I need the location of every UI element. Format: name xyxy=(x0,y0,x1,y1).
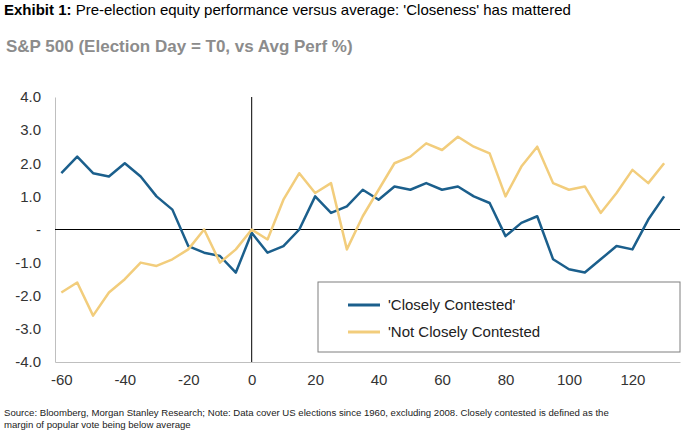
y-tick: - xyxy=(36,221,55,238)
title-part: Exhibit 1: xyxy=(4,1,72,18)
legend: 'Closely Contested' 'Not Closely Conteste… xyxy=(318,282,680,352)
y-tick-label: - xyxy=(36,221,41,238)
y-tick: -2.0 xyxy=(15,287,55,304)
x-tick: 120 xyxy=(620,362,645,388)
legend-box xyxy=(318,282,680,352)
legend-label: 'Not Closely Contested xyxy=(388,323,540,340)
x-tick: 100 xyxy=(557,362,582,388)
source-note: Source: Bloomberg, Morgan Stanley Resear… xyxy=(4,407,609,418)
zero-line xyxy=(55,229,680,230)
y-tick: 2.0 xyxy=(20,155,55,172)
y-axis: 4.0 3.0 2.0 1.0 - -1.0 -2.0 -3.0 -4.0 xyxy=(15,88,55,370)
y-tick-label: 2.0 xyxy=(20,155,41,172)
x-tick: 20 xyxy=(307,362,324,388)
title: Exhibit 1: Pre-election equity performan… xyxy=(4,1,571,18)
legend-label: 'Closely Contested' xyxy=(388,296,516,313)
y-tick: -4.0 xyxy=(15,353,55,370)
x-tick-label: 20 xyxy=(307,371,324,388)
x-tick-label: -40 xyxy=(114,371,136,388)
y-tick: 1.0 xyxy=(20,188,55,205)
x-tick-label: 100 xyxy=(557,371,582,388)
y-tick-label: 4.0 xyxy=(20,88,41,105)
x-axis-line xyxy=(56,362,681,363)
title-part: Pre-election equity performance versus a… xyxy=(72,1,571,18)
y-tick: -1.0 xyxy=(15,254,55,271)
x-tick-label: 40 xyxy=(371,371,388,388)
x-tick: 60 xyxy=(434,362,451,388)
source-note: margin of popular vote being below avera… xyxy=(4,419,191,430)
x-tick-label: 80 xyxy=(498,371,515,388)
chart: Exhibit 1: Pre-election equity performan… xyxy=(0,0,700,436)
y-tick: 3.0 xyxy=(20,121,55,138)
x-tick-label: 60 xyxy=(434,371,451,388)
y-tick-label: 1.0 xyxy=(20,188,41,205)
y-tick-label: -3.0 xyxy=(15,320,41,337)
x-tick: -20 xyxy=(178,362,200,388)
x-tick: 40 xyxy=(371,362,388,388)
legend-swatch xyxy=(348,304,380,307)
x-tick-label: -60 xyxy=(51,371,73,388)
y-tick-label: 3.0 xyxy=(20,121,41,138)
subtitle: S&P 500 (Election Day = T0, vs Avg Perf … xyxy=(6,37,353,56)
x-tick: -60 xyxy=(51,362,73,388)
x-tick-label: 120 xyxy=(620,371,645,388)
legend-swatch xyxy=(348,331,380,334)
y-tick-label: -1.0 xyxy=(15,254,41,271)
x-tick: 0 xyxy=(248,362,256,388)
y-tick-label: -4.0 xyxy=(15,353,41,370)
y-tick-label: -2.0 xyxy=(15,287,41,304)
x-tick: 80 xyxy=(498,362,515,388)
x-tick-label: 0 xyxy=(248,371,256,388)
y-tick: 4.0 xyxy=(20,88,55,105)
x-tick: -40 xyxy=(114,362,136,388)
y-tick: -3.0 xyxy=(15,320,55,337)
x-axis: -60 -40 -20 0 20 40 60 80 100 120 xyxy=(51,362,680,388)
x-tick-label: -20 xyxy=(178,371,200,388)
